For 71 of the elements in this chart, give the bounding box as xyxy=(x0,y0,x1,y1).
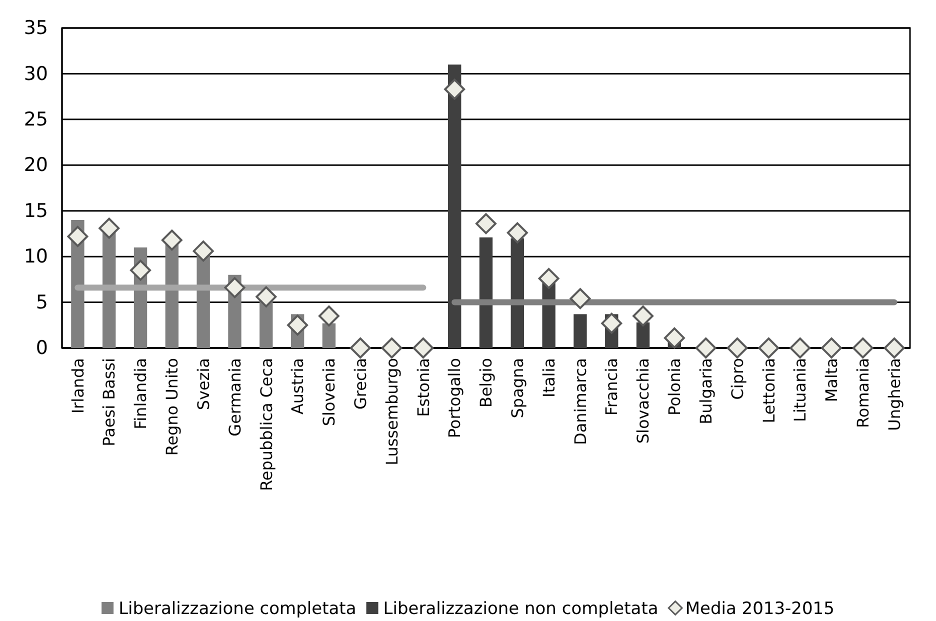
point xyxy=(444,78,466,100)
x-tick-label: Svezia xyxy=(194,358,213,410)
point xyxy=(98,218,120,239)
point xyxy=(224,277,246,298)
point xyxy=(476,213,496,234)
x-tick-label: Danimarca xyxy=(570,358,590,445)
x-tick-label: Ungheria xyxy=(884,358,904,431)
x-tick-label: Lituania xyxy=(790,358,810,422)
point xyxy=(884,338,905,358)
y-tick-label: 20 xyxy=(24,154,48,176)
x-tick-label: Austria xyxy=(288,358,308,415)
point xyxy=(820,338,842,358)
point xyxy=(538,268,560,289)
point xyxy=(256,286,277,308)
point xyxy=(570,288,591,310)
point xyxy=(632,306,654,326)
x-tick-label: Slovenia xyxy=(320,358,339,426)
point xyxy=(664,327,685,348)
x-tick-label: Lettonia xyxy=(759,358,778,424)
point xyxy=(350,338,371,358)
point xyxy=(192,240,214,262)
bar xyxy=(448,64,462,348)
bar xyxy=(510,238,524,348)
point xyxy=(726,338,748,358)
x-tick-label: Finlandia xyxy=(131,358,150,430)
point xyxy=(318,306,340,326)
y-tick-label: 35 xyxy=(24,17,48,40)
x-tick-label: Cipro xyxy=(728,358,747,400)
x-tick-label: Italia xyxy=(539,358,558,398)
y-tick-label: 15 xyxy=(24,200,48,222)
point xyxy=(695,338,716,358)
x-tick-label: Paesi Bassi xyxy=(100,358,119,446)
point xyxy=(130,260,152,281)
point xyxy=(852,338,874,358)
point xyxy=(412,338,434,358)
y-tick-label: 0 xyxy=(36,337,48,360)
legend-label: Liberalizzazione non completata xyxy=(383,598,658,619)
x-tick-label: Spagna xyxy=(508,358,528,418)
x-tick-label: Grecia xyxy=(350,358,370,410)
point xyxy=(67,226,88,247)
x-tick-label: Malta xyxy=(822,358,842,402)
bar xyxy=(574,314,587,348)
bar xyxy=(479,237,493,348)
x-tick-label: Portogallo xyxy=(445,358,464,438)
x-tick-label: Romania xyxy=(853,358,872,428)
y-tick-label: 10 xyxy=(24,246,48,268)
point xyxy=(506,222,528,244)
x-tick-label: Francia xyxy=(602,358,622,416)
y-tick-label: 25 xyxy=(24,108,48,131)
x-tick-label: Estonia xyxy=(414,358,433,417)
point xyxy=(790,338,811,358)
x-tick-label: Regno Unito xyxy=(162,358,182,456)
x-tick-label: Polonia xyxy=(665,358,684,416)
x-tick-label: Belgio xyxy=(476,358,496,408)
x-tick-label: Lussemburgo xyxy=(382,358,402,466)
legend-label: Liberalizzazione completata xyxy=(118,598,356,619)
y-tick-label: 30 xyxy=(24,62,48,85)
bar xyxy=(636,322,650,348)
point xyxy=(601,312,622,334)
x-tick-label: Germania xyxy=(225,358,244,436)
y-tick-label: 5 xyxy=(36,291,48,314)
point xyxy=(161,230,182,251)
x-tick-label: Bulgaria xyxy=(696,358,716,424)
point xyxy=(381,338,402,358)
bar xyxy=(322,323,336,348)
point xyxy=(758,338,780,358)
x-tick-label: Irlanda xyxy=(68,358,88,414)
x-tick-label: Repubblica Ceca xyxy=(256,358,276,492)
x-tick-label: Slovacchia xyxy=(634,358,653,444)
legend-label: Media 2013-2015 xyxy=(685,598,834,619)
point xyxy=(287,314,308,336)
